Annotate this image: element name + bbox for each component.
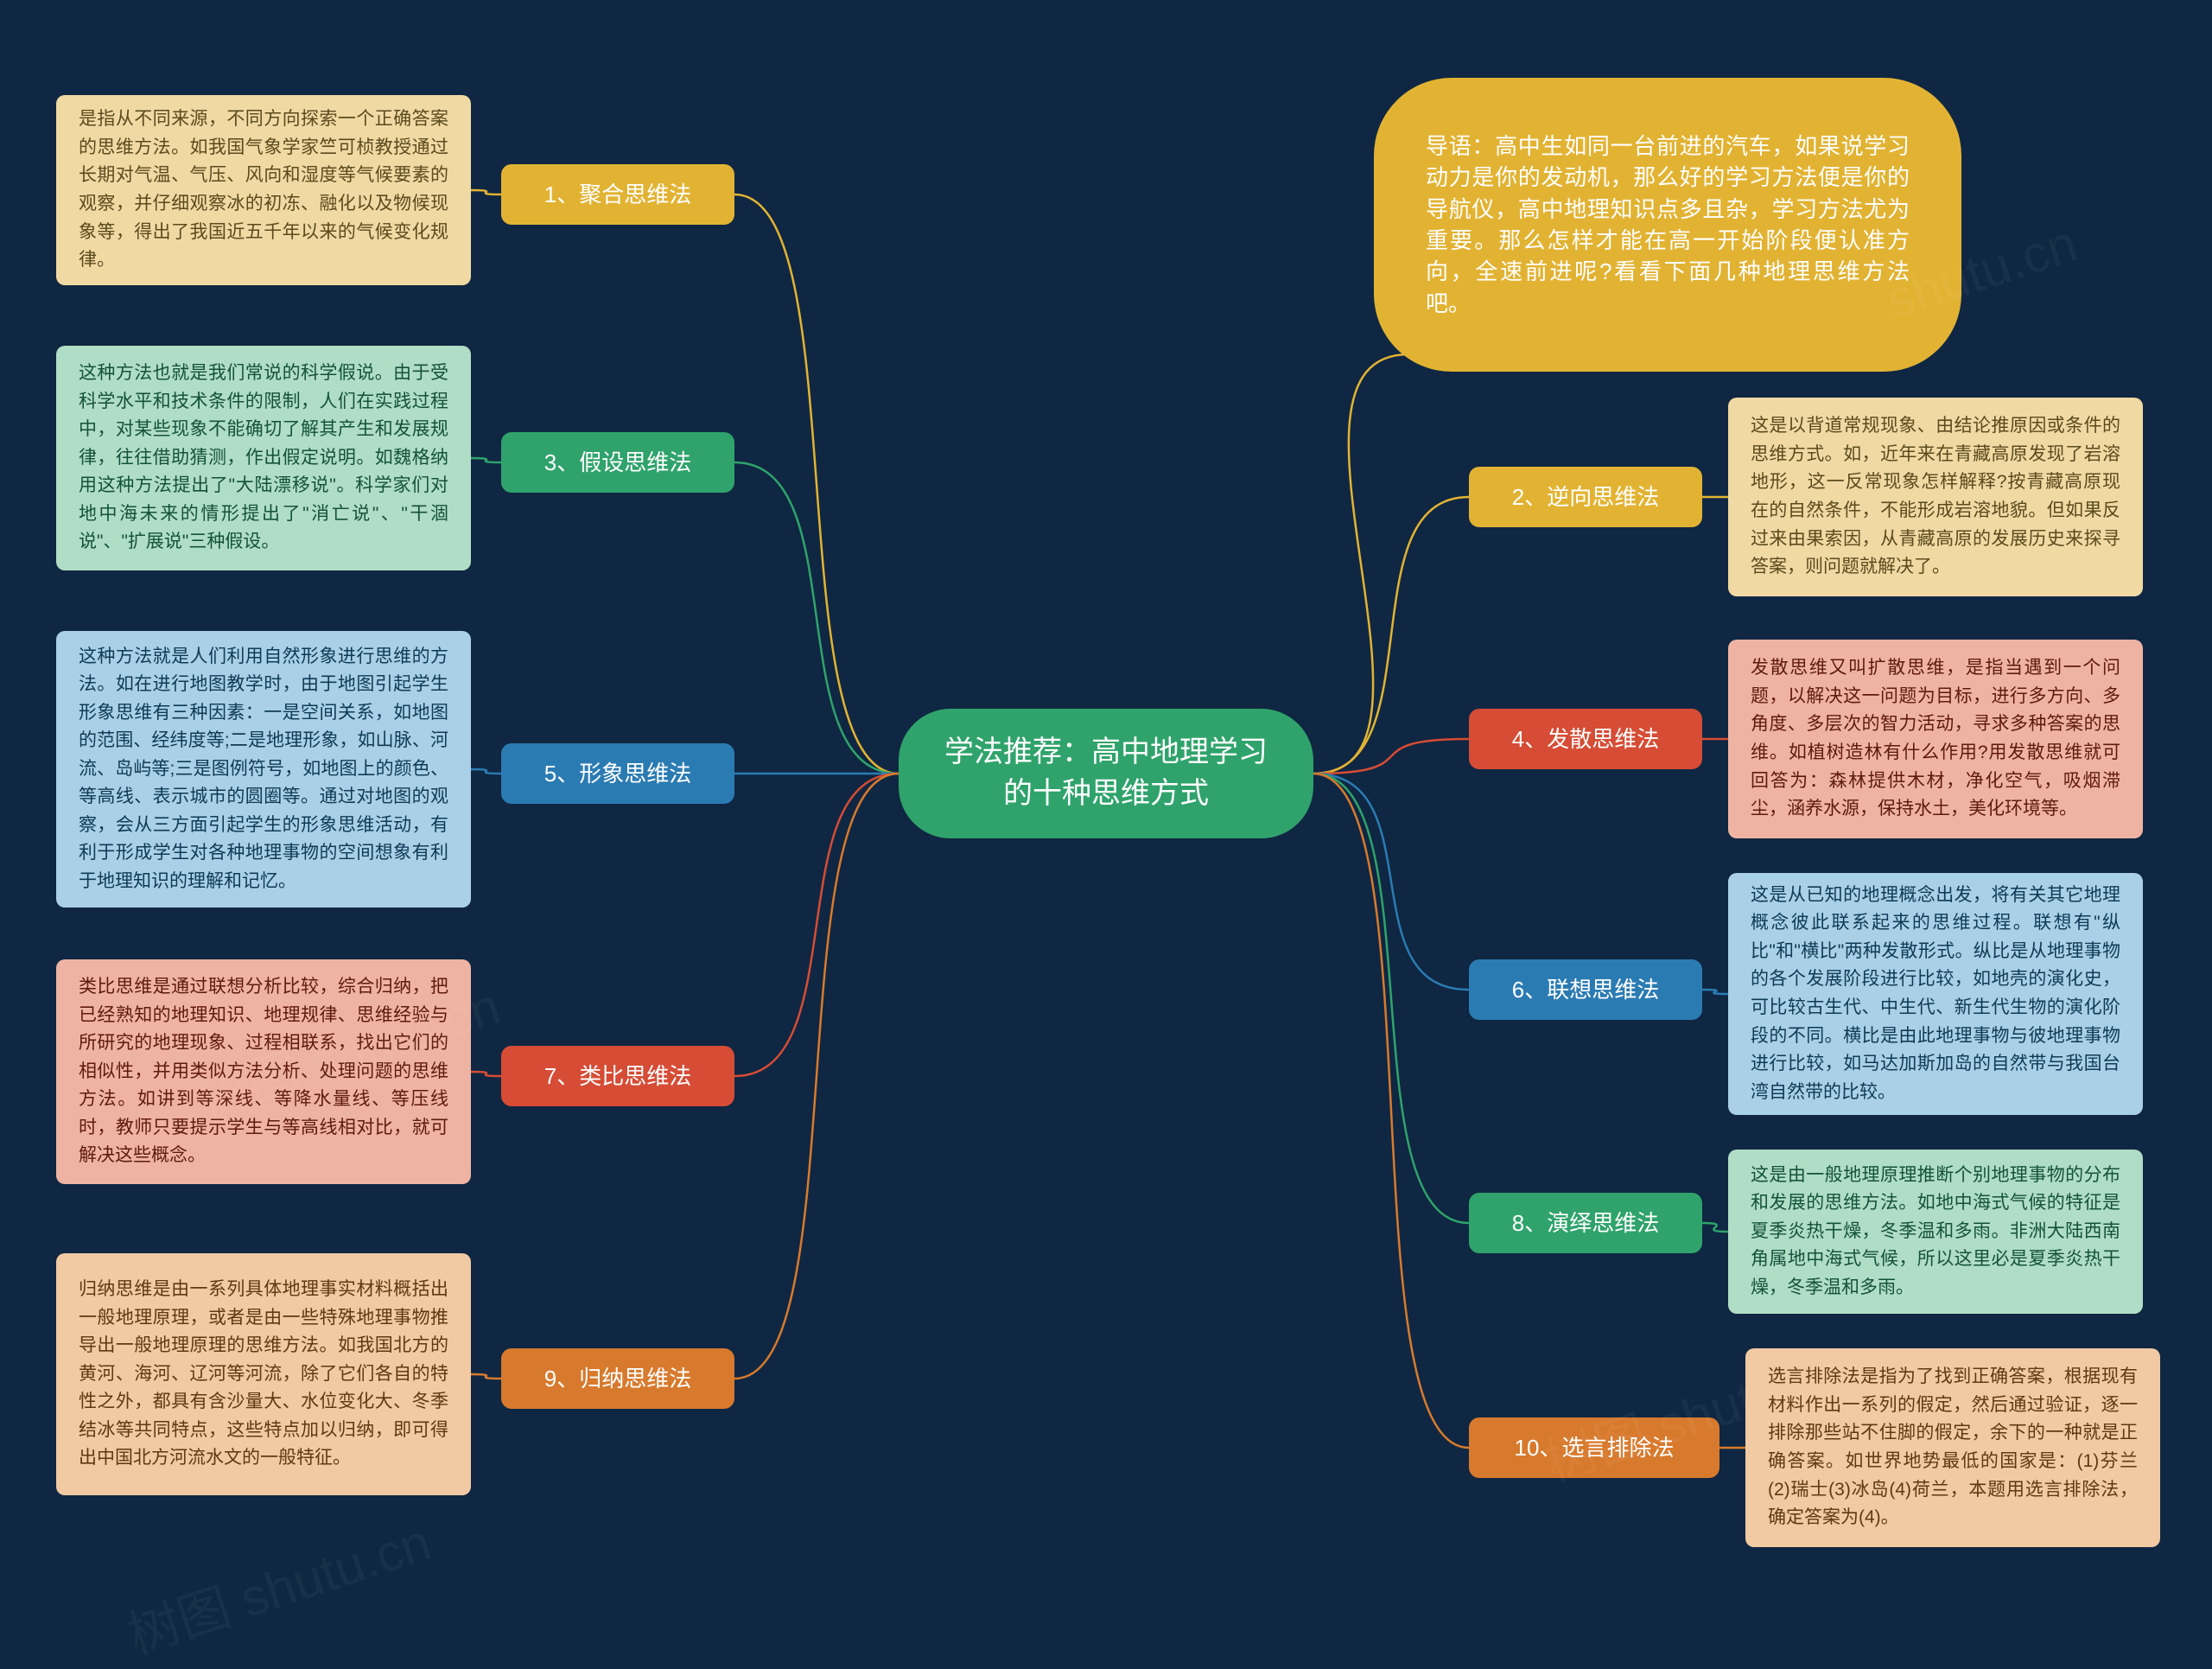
branch-6、联想思维法: 6、联想思维法	[1469, 959, 1702, 1020]
desc-10、选言排除法: 选言排除法是指为了找到正确答案，根据现有材料作出一系列的假定，然后通过验证，逐一…	[1745, 1348, 2160, 1547]
branch-10、选言排除法: 10、选言排除法	[1469, 1417, 1719, 1478]
desc-5、形象思维法: 这种方法就是人们利用自然形象进行思维的方法。如在进行地图教学时，由于地图引起学生…	[56, 631, 471, 908]
desc-9、归纳思维法: 归纳思维是由一系列具体地理事实材料概括出一般地理原理，或者是由一些特殊地理事物推…	[56, 1253, 471, 1495]
watermark: 树图 shutu.cn	[117, 1500, 439, 1669]
desc-3、假设思维法: 这种方法也就是我们常说的科学假说。由于受科学水平和技术条件的限制，人们在实践过程…	[56, 346, 471, 570]
intro-node: 导语：高中生如同一台前进的汽车，如果说学习动力是你的发动机，那么好的学习方法便是…	[1374, 78, 1961, 372]
branch-3、假设思维法: 3、假设思维法	[501, 432, 734, 493]
branch-7、类比思维法: 7、类比思维法	[501, 1046, 734, 1106]
desc-8、演绎思维法: 这是由一般地理原理推断个别地理事物的分布和发展的思维方法。如地中海式气候的特征是…	[1728, 1150, 2143, 1314]
branch-1、聚合思维法: 1、聚合思维法	[501, 164, 734, 225]
branch-4、发散思维法: 4、发散思维法	[1469, 709, 1702, 769]
desc-4、发散思维法: 发散思维又叫扩散思维，是指当遇到一个问题，以解决这一问题为目标，进行多方向、多角…	[1728, 640, 2143, 838]
desc-2、逆向思维法: 这是以背道常规现象、由结论推原因或条件的思维方式。如，近年来在青藏高原发现了岩溶…	[1728, 398, 2143, 596]
center-node: 学法推荐：高中地理学习的十种思维方式	[899, 709, 1313, 838]
desc-1、聚合思维法: 是指从不同来源，不同方向探索一个正确答案的思维方法。如我国气象学家竺可桢教授通过…	[56, 95, 471, 285]
desc-6、联想思维法: 这是从已知的地理概念出发，将有关其它地理概念彼此联系起来的思维过程。联想有"纵比…	[1728, 873, 2143, 1115]
branch-8、演绎思维法: 8、演绎思维法	[1469, 1193, 1702, 1253]
branch-9、归纳思维法: 9、归纳思维法	[501, 1348, 734, 1409]
branch-5、形象思维法: 5、形象思维法	[501, 743, 734, 804]
branch-2、逆向思维法: 2、逆向思维法	[1469, 467, 1702, 527]
desc-7、类比思维法: 类比思维是通过联想分析比较，综合归纳，把已经熟知的地理知识、地理规律、思维经验与…	[56, 959, 471, 1184]
